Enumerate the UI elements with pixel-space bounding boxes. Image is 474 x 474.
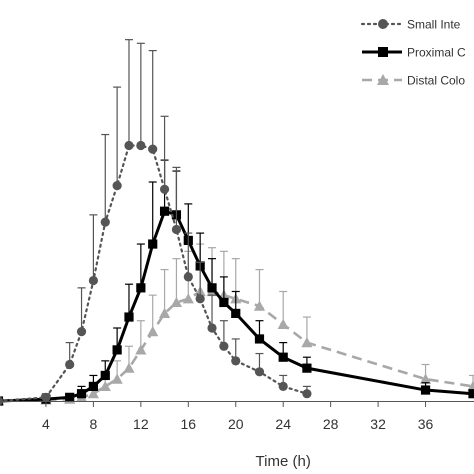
data-point [41, 392, 51, 402]
legend: Small Inte Proximal C Distal Colo [360, 18, 466, 88]
series-line [0, 209, 474, 403]
error-bar [136, 243, 145, 288]
legend-marker [378, 47, 388, 57]
x-tick-label: 36 [418, 416, 434, 432]
data-point [302, 363, 312, 373]
x-tick-label: 8 [90, 416, 98, 432]
legend-marker [378, 19, 388, 29]
data-point [76, 327, 87, 337]
data-point [88, 275, 98, 286]
data-point [124, 312, 134, 322]
legend-marker [377, 74, 389, 85]
data-point [147, 326, 159, 337]
error-bar [124, 39, 133, 146]
data-point [207, 283, 217, 293]
data-point [420, 385, 431, 395]
data-point [148, 239, 158, 249]
data-point [301, 337, 313, 348]
data-point [254, 367, 265, 377]
error-bar [89, 214, 98, 281]
data-point [123, 362, 135, 373]
data-point [88, 381, 98, 391]
error-bar [148, 181, 157, 245]
x-tick-label: 28 [323, 416, 339, 432]
error-bar [184, 232, 193, 277]
x-tick-label: 4 [42, 416, 50, 432]
data-point [100, 370, 110, 381]
data-point [148, 144, 158, 154]
legend-label: Proximal C [407, 46, 466, 60]
data-point [219, 341, 229, 351]
data-point [231, 308, 241, 318]
data-point [195, 294, 205, 304]
data-point [65, 392, 75, 402]
error-bar [101, 133, 110, 223]
x-tick-label: 20 [228, 416, 244, 432]
series-line [0, 144, 309, 402]
data-point [100, 217, 110, 227]
data-point [254, 334, 265, 344]
data-point [65, 359, 75, 370]
data-point [231, 356, 241, 366]
data-point [182, 293, 194, 304]
error-bar [196, 261, 205, 299]
error-bar [172, 258, 181, 303]
data-point [159, 184, 170, 194]
x-tick-label: 16 [181, 416, 197, 432]
error-bar [148, 49, 157, 150]
error-bar [208, 294, 217, 328]
legend-item: Distal Colo [362, 74, 465, 88]
data-point [76, 389, 87, 399]
x-axis: 4 8 12 16 20 24 28 32 36 [0, 401, 474, 432]
data-point [136, 283, 146, 293]
error-bar [77, 287, 86, 332]
legend-item: Proximal C [362, 46, 466, 60]
data-point [99, 380, 111, 391]
data-point [171, 224, 182, 235]
x-axis-title: Time (h) [256, 453, 311, 470]
data-point [124, 140, 134, 151]
data-point [183, 272, 193, 282]
legend-label: Small Inte [407, 18, 461, 32]
error-bar [208, 258, 217, 288]
data-point [278, 381, 288, 391]
error-bar [124, 283, 133, 318]
data-point [135, 344, 147, 355]
data-point [87, 388, 99, 399]
data-point [277, 318, 289, 329]
data-point [219, 297, 229, 308]
data-point [170, 296, 183, 308]
x-tick-label: 32 [370, 416, 386, 432]
data-point [136, 140, 146, 151]
data-point [111, 373, 123, 384]
data-point [253, 300, 266, 311]
error-bar [160, 269, 169, 314]
legend-item: Small Inte [360, 18, 461, 32]
error-bar [196, 232, 205, 266]
x-tick-label: 24 [275, 416, 291, 432]
data-point [159, 206, 170, 216]
series-line [0, 290, 474, 403]
error-bar [160, 115, 169, 190]
series-layer [0, 39, 474, 406]
data-point [158, 307, 171, 318]
error-bar [113, 86, 122, 186]
data-point [278, 352, 288, 362]
data-point [419, 373, 432, 384]
error-bar [172, 166, 181, 230]
error-bar [136, 42, 145, 146]
error-bar [255, 269, 264, 307]
error-bar [148, 294, 157, 332]
x-tick-label: 12 [133, 416, 149, 432]
data-point [467, 380, 474, 391]
series-1 [0, 39, 312, 406]
data-point [207, 323, 217, 333]
data-point [302, 389, 312, 399]
data-point [112, 181, 122, 191]
legend-label: Distal Colo [407, 74, 465, 88]
data-point [468, 389, 474, 399]
data-point [112, 345, 122, 355]
series-3 [0, 243, 474, 406]
